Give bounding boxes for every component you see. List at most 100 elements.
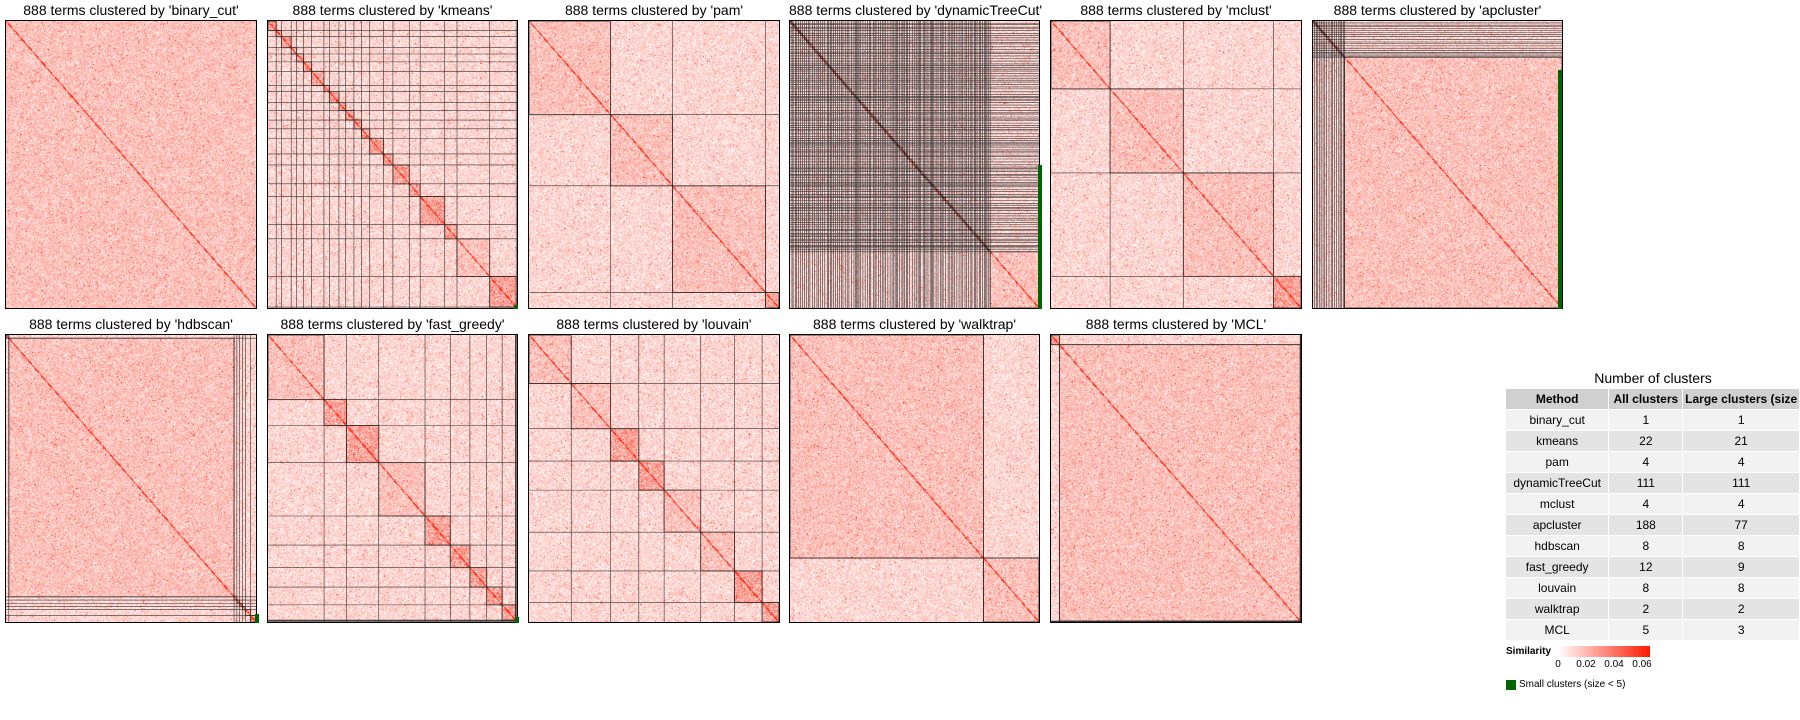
cluster-block [1273, 275, 1301, 308]
cluster-block [281, 36, 292, 49]
large-clusters-cell: 2 [1682, 598, 1800, 620]
cluster-block [945, 199, 949, 204]
cluster-block [529, 21, 612, 116]
all-clusters-cell: 5 [1608, 619, 1684, 641]
heatmap-cells [529, 335, 779, 622]
cluster-block [870, 113, 874, 118]
similarity-legend-title: Similarity [1506, 646, 1552, 657]
cluster-block [244, 609, 251, 616]
cluster-block [953, 209, 958, 214]
cluster-block [909, 158, 913, 163]
cluster-block [444, 224, 458, 240]
large-clusters-cell: 21 [1682, 430, 1800, 452]
summary-row: kmeans 22 21 [1506, 430, 1800, 452]
all-clusters-cell: 4 [1608, 451, 1684, 473]
small-clusters-bar [1038, 165, 1042, 309]
cluster-block [8, 337, 235, 598]
large-clusters-cell: 4 [1682, 451, 1800, 473]
cluster-block [971, 230, 975, 235]
small-clusters-bar [514, 305, 518, 309]
cluster-block [501, 604, 516, 621]
cluster-block-outlines [790, 335, 1039, 622]
cluster-block [1059, 344, 1301, 622]
cluster-block [345, 110, 355, 121]
method-cell: dynamicTreeCut [1506, 472, 1610, 494]
cluster-block [570, 383, 612, 430]
panel-title: 888 terms clustered by 'hdbscan' [29, 316, 233, 332]
similarity-heatmap [5, 20, 257, 309]
cluster-block [275, 30, 283, 38]
cluster-block [323, 85, 330, 93]
similarity-heatmap [267, 334, 518, 623]
large-clusters-cell: 4 [1682, 493, 1800, 515]
cluster-block-outlines [268, 335, 517, 622]
cluster-block [761, 602, 779, 622]
cluster-block [296, 53, 304, 63]
cluster-block [942, 197, 947, 201]
large-clusters-cell: 3 [1682, 619, 1800, 641]
small-clusters-swatch [1506, 680, 1516, 690]
cluster-block [884, 130, 889, 135]
cluster-block-outlines [790, 21, 1039, 308]
header-method: Method [1506, 389, 1610, 410]
heatmap-cells [1051, 335, 1301, 622]
heatmap-panel-walktrap: 888 terms clustered by 'walktrap' [789, 314, 1040, 623]
cluster-block [328, 91, 340, 104]
cluster-block [233, 596, 238, 601]
header-all-clusters: All clusters [1608, 389, 1684, 410]
heatmap-cells [1051, 21, 1301, 308]
cluster-block [290, 47, 298, 55]
cluster-block [242, 606, 246, 611]
cluster-block [369, 137, 384, 155]
heatmap-panel-hdbscan: 888 terms clustered by 'hdbscan' [5, 314, 257, 623]
legend-tick: 0.02 [1576, 659, 1596, 670]
heatmap-panel-louvain: 888 terms clustered by 'louvain' [528, 314, 780, 623]
cluster-block [489, 276, 517, 308]
heatmap-cells [268, 335, 517, 622]
cluster-block [1051, 335, 1060, 346]
small-clusters-bar [255, 614, 259, 623]
all-clusters-cell: 111 [1608, 472, 1684, 494]
summary-row: MCL 5 3 [1506, 619, 1800, 641]
cluster-block [700, 531, 735, 572]
similarity-heatmap [1050, 20, 1302, 309]
cluster-block [1182, 172, 1274, 277]
heatmap-panel-apcluster: 888 terms clustered by 'apcluster' [1312, 0, 1563, 309]
cluster-block [1344, 56, 1562, 308]
heatmap-panel-binary_cut: 888 terms clustered by 'binary_cut' [5, 0, 257, 309]
large-clusters-cell: 77 [1682, 514, 1800, 536]
cluster-block [311, 70, 325, 86]
cluster-block-outlines [529, 21, 779, 308]
cluster-block-outlines [268, 21, 517, 308]
legend: Similarity 0 0.02 0.04 0.06 Small cluste… [1506, 640, 1800, 720]
similarity-heatmap [789, 334, 1040, 623]
similarity-heatmap [1312, 20, 1563, 309]
panel-title: 888 terms clustered by 'mclust' [1080, 2, 1272, 18]
cluster-block [303, 61, 313, 72]
method-cell: kmeans [1506, 430, 1610, 452]
panel-title: 888 terms clustered by 'louvain' [556, 316, 752, 332]
cluster-block [989, 251, 1039, 308]
cluster-block [353, 119, 362, 130]
cluster-block [382, 153, 394, 166]
cluster-block [920, 171, 924, 175]
cluster-block [790, 335, 984, 559]
summary-row: louvain 8 8 [1506, 577, 1800, 599]
method-cell: fast_greedy [1506, 556, 1610, 578]
large-clusters-cell: 111 [1682, 472, 1800, 494]
cluster-block [239, 602, 243, 607]
heatmap-panel-dynamicTreeCut: 888 terms clustered by 'dynamicTreeCut' [789, 0, 1042, 309]
cluster-block [875, 119, 880, 124]
summary-header-row: Method All clusters Large clusters (size [1506, 389, 1800, 410]
small-clusters-bar [515, 617, 519, 623]
cluster-block [408, 183, 421, 197]
summary-row: binary_cut 1 1 [1506, 409, 1800, 431]
cluster-block [610, 114, 673, 187]
all-clusters-cell: 2 [1608, 598, 1684, 620]
heatmap-panel-kmeans: 888 terms clustered by 'kmeans' [267, 0, 518, 309]
cluster-block [268, 335, 325, 401]
summary-row: hdbscan 8 8 [1506, 535, 1800, 557]
similarity-color-gradient [1558, 646, 1650, 657]
cluster-block [236, 599, 241, 604]
cluster-block [809, 43, 813, 48]
